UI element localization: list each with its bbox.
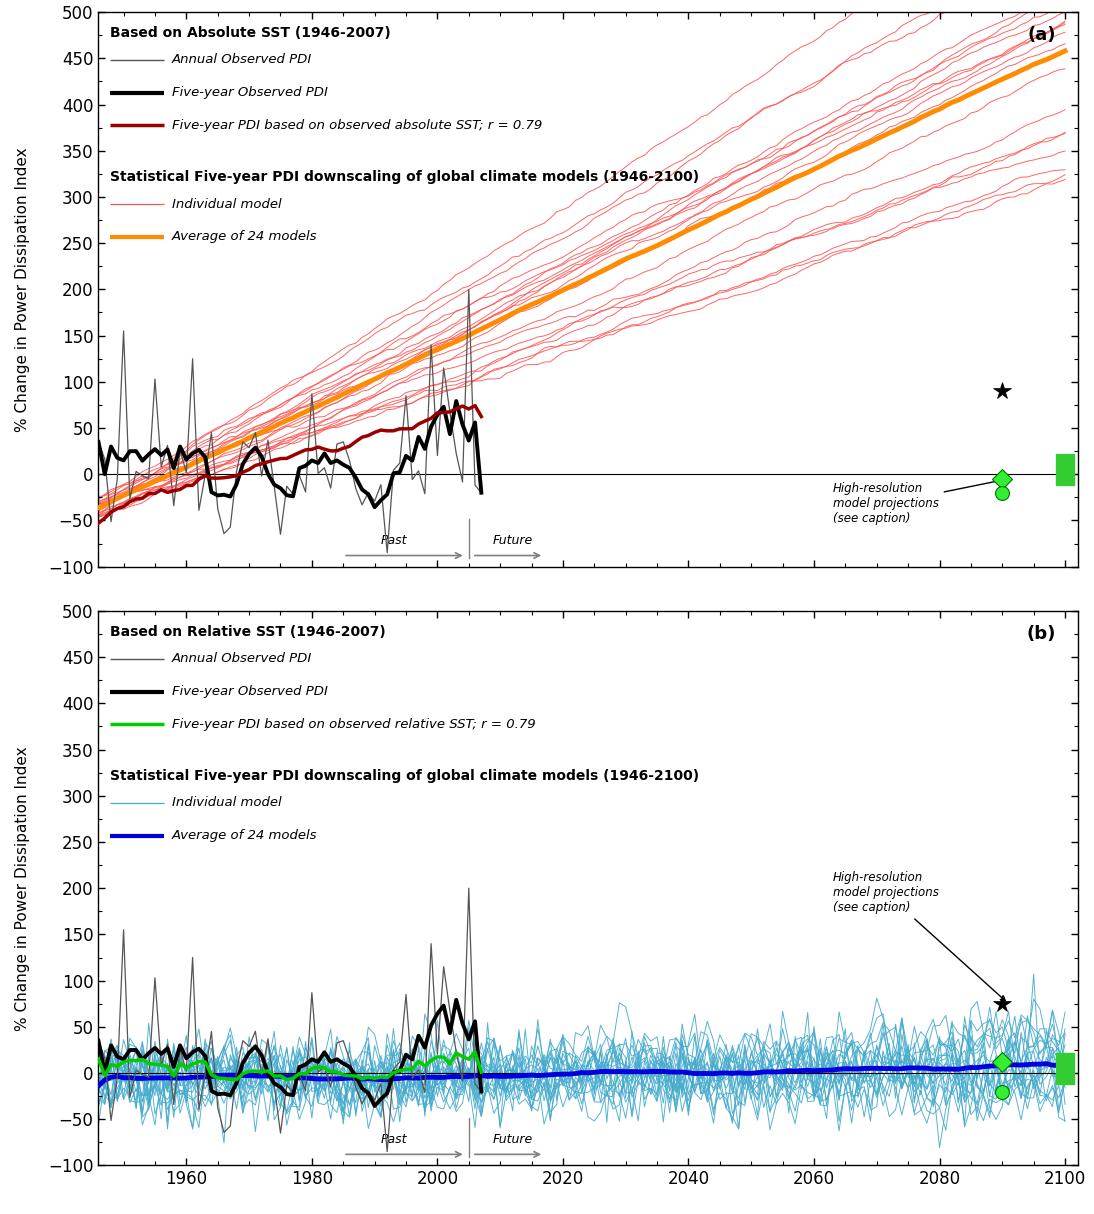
Text: Average of 24 models: Average of 24 models [172, 231, 317, 243]
Text: Statistical Five-year PDI downscaling of global climate models (1946-2100): Statistical Five-year PDI downscaling of… [110, 170, 699, 185]
Text: Past: Past [381, 534, 407, 548]
Text: Based on Relative SST (1946-2007): Based on Relative SST (1946-2007) [110, 625, 386, 639]
Text: Annual Observed PDI: Annual Observed PDI [172, 652, 312, 665]
FancyBboxPatch shape [1056, 1053, 1074, 1084]
Text: Individual model: Individual model [172, 796, 281, 810]
Text: Annual Observed PDI: Annual Observed PDI [172, 53, 312, 67]
Text: High-resolution
model projections
(see caption): High-resolution model projections (see c… [833, 478, 1004, 526]
Y-axis label: % Change in Power Dissipation Index: % Change in Power Dissipation Index [15, 147, 30, 432]
Text: Five-year Observed PDI: Five-year Observed PDI [172, 685, 328, 698]
Text: High-resolution
model projections
(see caption): High-resolution model projections (see c… [833, 872, 1005, 1000]
Text: Based on Absolute SST (1946-2007): Based on Absolute SST (1946-2007) [110, 25, 391, 40]
Text: Future: Future [492, 1133, 533, 1146]
Text: Individual model: Individual model [172, 198, 281, 210]
FancyBboxPatch shape [1056, 454, 1074, 486]
Text: Past: Past [381, 1133, 407, 1146]
Text: (a): (a) [1027, 25, 1056, 44]
Text: Future: Future [492, 534, 533, 548]
Text: (b): (b) [1026, 625, 1056, 643]
Text: Five-year Observed PDI: Five-year Observed PDI [172, 86, 328, 100]
Text: Average of 24 models: Average of 24 models [172, 829, 317, 843]
Text: Statistical Five-year PDI downscaling of global climate models (1946-2100): Statistical Five-year PDI downscaling of… [110, 768, 699, 783]
Y-axis label: % Change in Power Dissipation Index: % Change in Power Dissipation Index [15, 745, 30, 1031]
Text: Five-year PDI based on observed absolute SST; r = 0.79: Five-year PDI based on observed absolute… [172, 119, 543, 132]
Text: Five-year PDI based on observed relative SST; r = 0.79: Five-year PDI based on observed relative… [172, 717, 536, 731]
